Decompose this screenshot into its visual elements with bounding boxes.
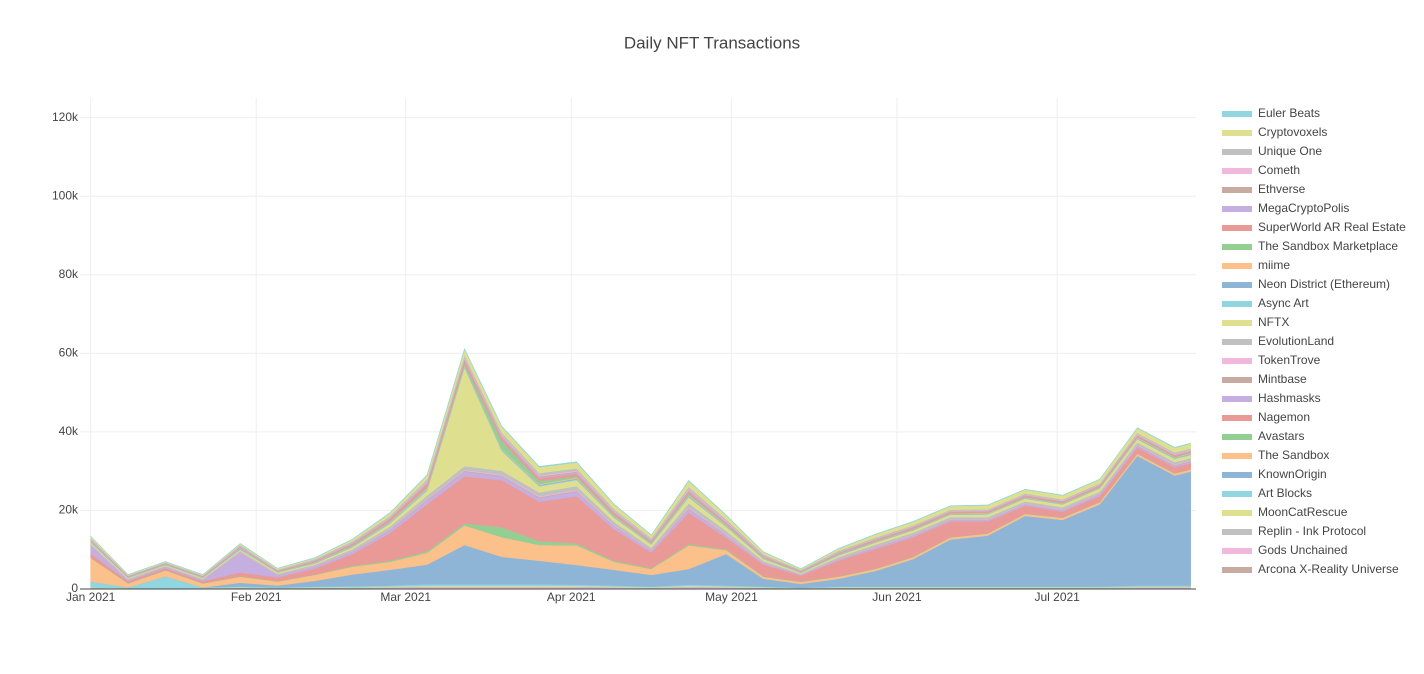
legend-label: NFTX	[1258, 315, 1289, 329]
legend-label: Arcona X-Reality Universe	[1258, 562, 1399, 576]
legend-label: miime	[1258, 258, 1290, 272]
legend-label: SuperWorld AR Real Estate	[1258, 220, 1406, 234]
chart-title: Daily NFT Transactions	[624, 33, 800, 52]
legend-label: KnownOrigin	[1258, 467, 1327, 481]
legend-label: MoonCatRescue	[1258, 505, 1348, 519]
legend-label: MegaCryptoPolis	[1258, 201, 1349, 215]
legend-label: The Sandbox	[1258, 448, 1329, 462]
legend-label: Gods Unchained	[1258, 543, 1347, 557]
y-tick-label: 100k	[52, 188, 79, 202]
legend-label: Replin - Ink Protocol	[1258, 524, 1366, 538]
legend-label: Cometh	[1258, 163, 1300, 177]
y-tick-label: 80k	[59, 267, 79, 281]
x-tick-label: Jan 2021	[66, 590, 116, 604]
x-tick-label: Apr 2021	[547, 590, 596, 604]
legend-label: The Sandbox Marketplace	[1258, 239, 1398, 253]
legend-label: Mintbase	[1258, 372, 1307, 386]
legend-label: Hashmasks	[1258, 391, 1321, 405]
x-tick-label: Feb 2021	[231, 590, 282, 604]
y-tick-label: 20k	[59, 503, 79, 517]
legend-label: Ethverse	[1258, 182, 1306, 196]
legend-label: Unique One	[1258, 144, 1322, 158]
legend-label: TokenTrove	[1258, 353, 1321, 367]
legend-label: Art Blocks	[1258, 486, 1312, 500]
legend-label: Async Art	[1258, 296, 1309, 310]
legend-label: EvolutionLand	[1258, 334, 1334, 348]
x-tick-label: Jul 2021	[1034, 590, 1080, 604]
y-tick-label: 0	[71, 581, 78, 595]
legend-label: Nagemon	[1258, 410, 1310, 424]
legend-label: Euler Beats	[1258, 106, 1320, 120]
y-tick-label: 40k	[59, 424, 79, 438]
y-tick-label: 120k	[52, 110, 79, 124]
x-tick-label: Mar 2021	[380, 590, 431, 604]
legend-label: Neon District (Ethereum)	[1258, 277, 1390, 291]
x-tick-label: Jun 2021	[872, 590, 922, 604]
legend: Euler Beats Cryptovoxels Unique One Cometh E…	[1222, 106, 1406, 576]
y-tick-label: 60k	[59, 345, 79, 359]
legend-label: Avastars	[1258, 429, 1304, 443]
area	[90, 347, 1191, 575]
x-tick-label: May 2021	[705, 590, 758, 604]
legend-label: Cryptovoxels	[1258, 125, 1327, 139]
